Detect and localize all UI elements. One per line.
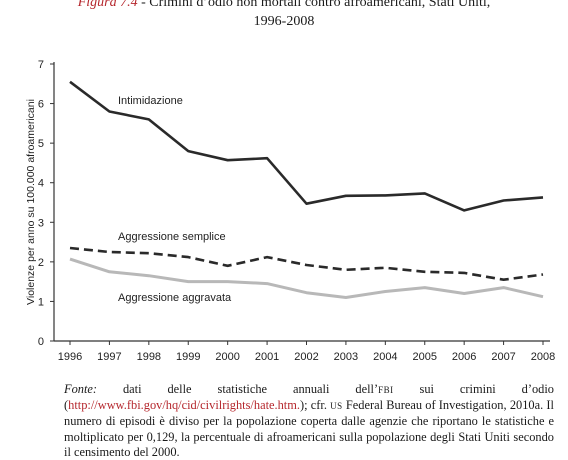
- source-url[interactable]: http://www.fbi.gov/hq/cid/civilrights/ha…: [68, 398, 300, 413]
- y-tick-label: 6: [38, 99, 44, 111]
- source-us: US: [330, 401, 343, 412]
- y-tick-label: 0: [38, 336, 44, 348]
- x-tick-label: 2000: [215, 351, 239, 363]
- x-tick-label: 2004: [373, 351, 397, 363]
- y-axis-label: Violenze per anno su 100.000 afroamerica…: [25, 99, 37, 305]
- x-tick-label: 2005: [413, 351, 437, 363]
- y-tick-label: 3: [38, 217, 44, 229]
- x-tick-label: 2003: [334, 351, 358, 363]
- series-line-1: [69, 80, 544, 212]
- source-note: Fonte: dati delle statistiche annuali de…: [64, 382, 554, 460]
- source-label: Fonte:: [64, 382, 98, 396]
- source-text-2: sui crimini d’odio (: [64, 382, 555, 413]
- y-tick-label: 1: [38, 296, 44, 308]
- x-tick-label: 1998: [137, 351, 161, 363]
- series-line-2: [69, 246, 544, 282]
- x-tick-label: 2007: [491, 351, 515, 363]
- x-tick-label: 2002: [294, 351, 318, 363]
- x-tick-label: 2008: [531, 351, 555, 363]
- source-text-4: Federal Bureau of Investigation, 2010a. …: [64, 398, 554, 459]
- line-chart: 0 1 2 3 4 5 6 7 1996 1997 1998 1999 2000 2001 2002 2003…: [25, 59, 555, 363]
- x-tick-label: 1996: [58, 351, 82, 363]
- x-tick-label: 2006: [452, 351, 476, 363]
- series-label: Aggressione aggravata: [118, 292, 232, 304]
- y-tick-label: 4: [38, 178, 44, 190]
- series-line-3: [69, 257, 544, 299]
- x-tick-label: 1997: [97, 351, 121, 363]
- x-tick-label: 2001: [255, 351, 279, 363]
- y-tick-label: 7: [38, 59, 44, 71]
- source-text-1: dati delle statistiche annuali dell’: [97, 382, 379, 396]
- figure-label: Figura 7.4: [77, 0, 138, 10]
- y-tick-label: 5: [38, 138, 44, 150]
- y-tick-label: 2: [38, 257, 44, 269]
- figure-title-part1: - Crimini d’odio non mortali contro afro…: [137, 0, 491, 10]
- figure-caption: Figura 7.4 - Crimini d’odio non mortali …: [0, 0, 568, 11]
- series-label: Intimidazione: [118, 95, 183, 107]
- x-tick-label: 1999: [176, 351, 200, 363]
- source-fbi: FBI: [378, 385, 394, 395]
- source-text-3: ); cfr.: [299, 398, 331, 413]
- series-label: Aggressione semplice: [118, 231, 226, 243]
- figure-caption-line2: 1996-2008: [253, 14, 315, 29]
